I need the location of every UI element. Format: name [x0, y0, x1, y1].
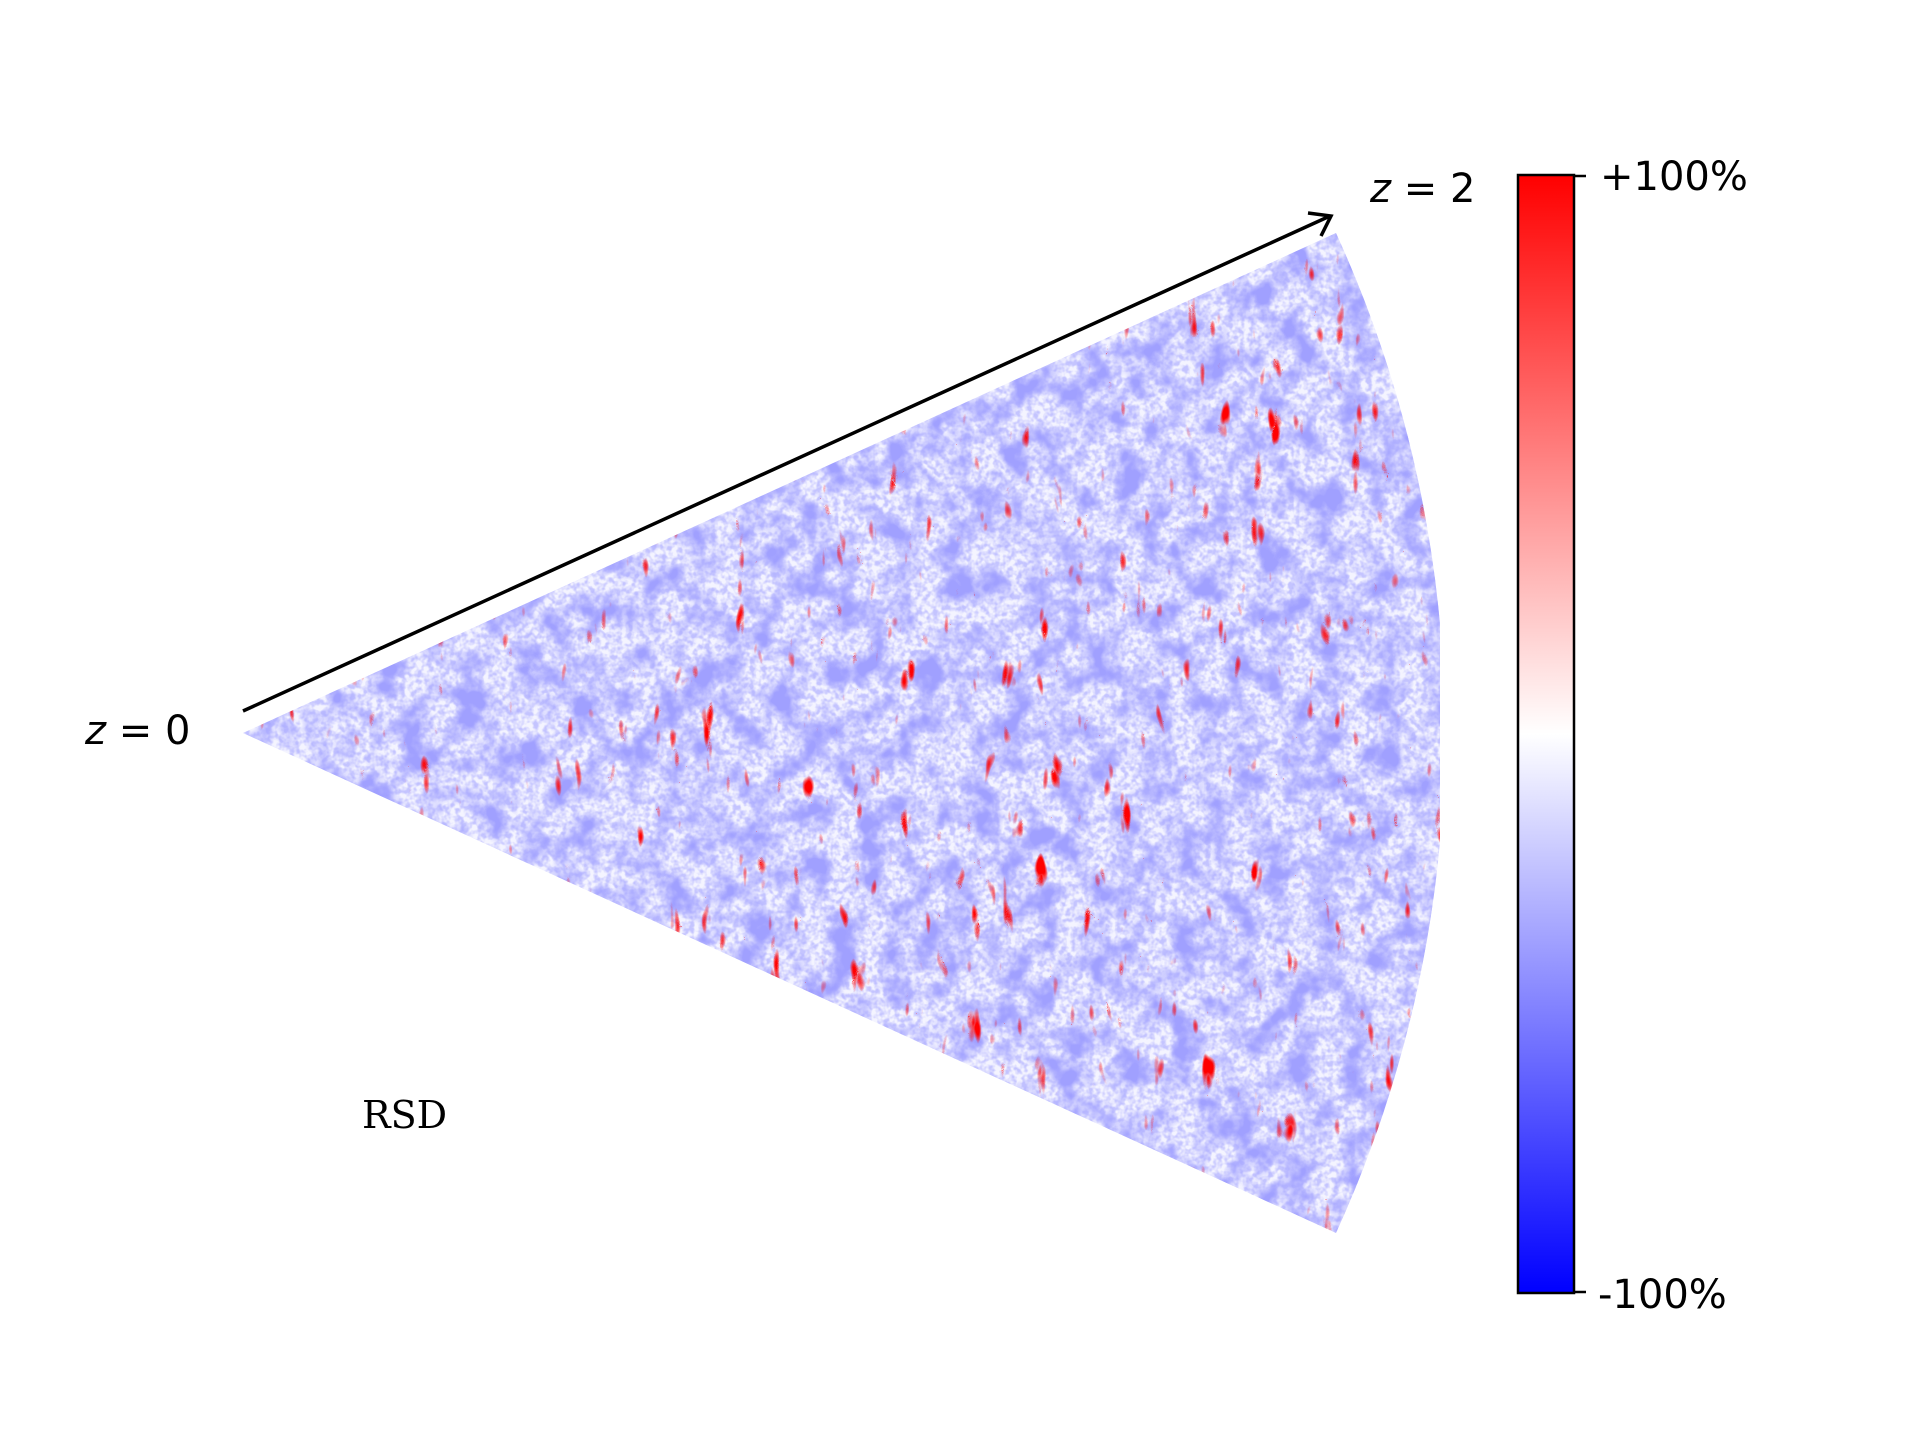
redshift-arrow — [242, 211, 1334, 713]
colorbar-max-label: +100% — [1600, 154, 1748, 200]
colorbar-min-label: -100% — [1598, 1272, 1727, 1318]
panel-label: RSD — [362, 1093, 447, 1137]
z2-label: z = 2 — [1369, 166, 1475, 212]
colorbar: +100% -100% — [1516, 154, 1748, 1318]
colorbar-gradient — [1516, 173, 1576, 1295]
z0-label: z = 0 — [84, 708, 190, 754]
density-wedge — [243, 233, 1440, 1233]
